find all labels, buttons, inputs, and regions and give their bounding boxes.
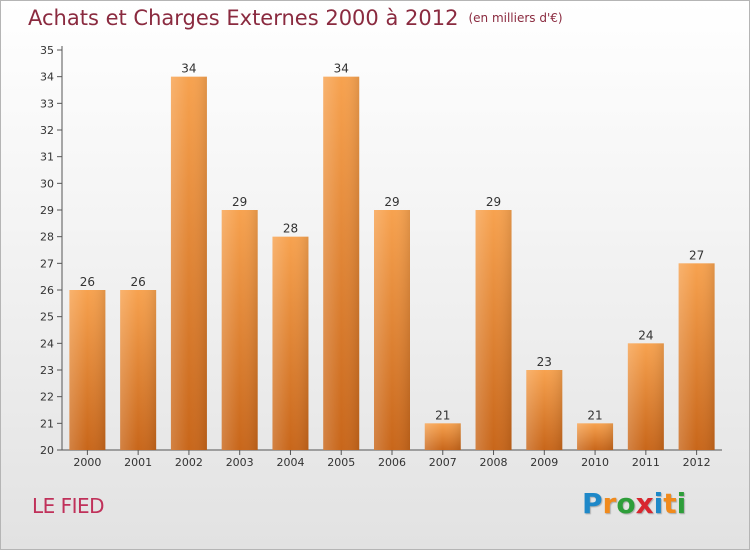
y-tick-label: 28 <box>40 231 54 244</box>
x-tick-label: 2009 <box>530 456 558 469</box>
y-tick-label: 33 <box>40 97 54 110</box>
x-tick-label: 2012 <box>683 456 711 469</box>
logo-letter: P <box>582 487 603 520</box>
x-tick-label: 2010 <box>581 456 609 469</box>
bar-shade <box>577 423 614 450</box>
bar-value-label: 28 <box>283 222 298 236</box>
chart-title: Achats et Charges Externes 2000 à 2012 (e… <box>28 6 563 30</box>
y-tick-label: 26 <box>40 284 54 297</box>
logo-letter: x <box>635 487 654 520</box>
x-tick-label: 2000 <box>73 456 101 469</box>
bar-value-label: 34 <box>334 62 349 76</box>
x-tick-label: 2001 <box>124 456 152 469</box>
bar-shade <box>120 290 157 450</box>
y-tick-label: 20 <box>40 444 54 457</box>
bar-shade <box>272 236 309 450</box>
logo-letter: i <box>653 487 664 520</box>
bar-value-label: 34 <box>181 62 196 76</box>
logo-letter: i <box>676 487 687 520</box>
y-tick-label: 22 <box>40 391 54 404</box>
bar-shade <box>678 263 715 450</box>
y-tick-label: 21 <box>40 417 54 430</box>
y-tick-label: 23 <box>40 364 54 377</box>
bar-value-label: 27 <box>689 248 704 262</box>
proxiti-logo[interactable]: Proxiti <box>582 487 686 520</box>
logo-letter: t <box>663 487 677 520</box>
bar-shade <box>374 210 410 450</box>
bar-shade <box>170 76 207 451</box>
x-tick-label: 2004 <box>276 456 304 469</box>
y-tick-label: 32 <box>40 124 54 137</box>
x-tick-label: 2003 <box>226 456 254 469</box>
bar-value-label: 29 <box>384 195 399 209</box>
x-tick-label: 2002 <box>175 456 203 469</box>
bar-shade <box>323 76 360 451</box>
bar-value-label: 24 <box>638 328 653 342</box>
y-tick-label: 25 <box>40 311 54 324</box>
y-tick-label: 30 <box>40 177 54 190</box>
bar-shade <box>627 343 664 450</box>
bar-value-label: 21 <box>435 408 450 422</box>
commune-name: LE FIED <box>32 494 105 518</box>
y-tick-label: 34 <box>40 71 54 84</box>
bar-value-label: 29 <box>232 195 247 209</box>
y-tick-label: 29 <box>40 204 54 217</box>
chart-title-text: Achats et Charges Externes 2000 à 2012 <box>28 6 459 30</box>
x-tick-label: 2005 <box>327 456 355 469</box>
bar-value-label: 23 <box>537 355 552 369</box>
chart-subtitle: (en milliers d'€) <box>468 11 563 25</box>
y-tick-label: 35 <box>40 44 54 57</box>
x-tick-label: 2008 <box>480 456 508 469</box>
y-tick-label: 31 <box>40 151 54 164</box>
bar-value-label: 21 <box>587 408 602 422</box>
y-tick-label: 27 <box>40 257 54 270</box>
bar-shade <box>424 423 461 450</box>
x-tick-label: 2011 <box>632 456 660 469</box>
bar-value-label: 29 <box>486 195 501 209</box>
logo-letter: r <box>602 487 617 520</box>
bar-value-label: 26 <box>80 275 95 289</box>
x-tick-label: 2007 <box>429 456 457 469</box>
bar-value-label: 26 <box>131 275 146 289</box>
x-tick-label: 2006 <box>378 456 406 469</box>
bar-shade <box>221 210 258 450</box>
y-tick-label: 24 <box>40 337 54 350</box>
logo-letter: o <box>616 487 636 520</box>
bar-shade <box>69 290 106 450</box>
bar-shade <box>475 210 512 450</box>
bar-shade <box>526 370 563 450</box>
